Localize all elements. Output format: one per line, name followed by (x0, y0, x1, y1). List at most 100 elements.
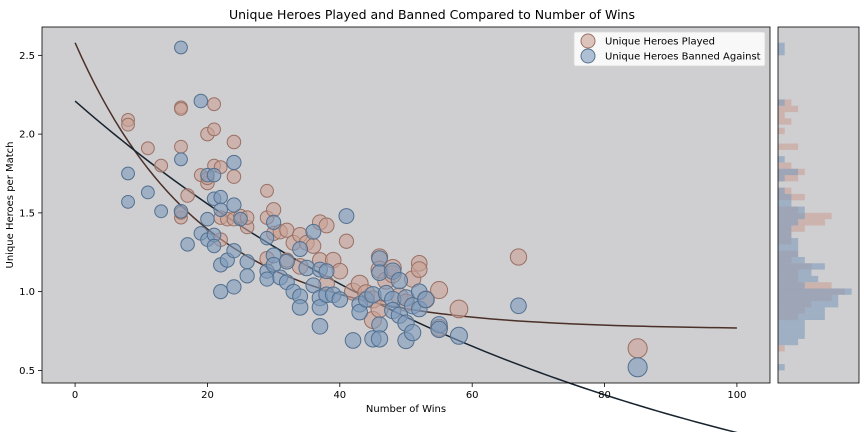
point-banned (259, 230, 275, 246)
point-banned (206, 238, 222, 254)
hist-bar-banned (778, 175, 785, 182)
hist-bar-banned (778, 288, 852, 295)
hist-bar-banned (778, 313, 825, 320)
point-banned (305, 223, 322, 240)
point-played (449, 299, 469, 319)
point-played (338, 233, 355, 249)
point-banned (278, 253, 295, 270)
hist-bar-banned (778, 364, 785, 371)
x-axis-label: Number of Wins (366, 404, 446, 415)
hist-bar-banned (778, 250, 799, 257)
point-banned (193, 93, 209, 109)
point-banned (213, 202, 228, 217)
hist-bar-played (778, 118, 792, 125)
point-played (627, 338, 648, 359)
point-banned (292, 241, 309, 258)
hist-bar-banned (778, 156, 785, 163)
hist-bar-played (778, 282, 832, 289)
legend-label-played: Unique Heroes Played (605, 37, 715, 48)
point-banned (510, 297, 527, 315)
point-banned (403, 323, 422, 342)
point-played (121, 117, 135, 132)
point-played (207, 97, 221, 112)
hist-bar-played (778, 105, 799, 113)
y-tick-label: 1.5 (19, 208, 35, 219)
main-scatter-axes: 0 20 40 60 80 100 0.5 1.0 1.5 2.0 2.5 Number of W… (5, 26, 771, 432)
point-banned (311, 317, 329, 335)
point-banned (226, 279, 242, 295)
point-played (180, 188, 195, 203)
point-played (154, 158, 169, 173)
point-banned (121, 166, 135, 181)
point-banned (259, 271, 275, 287)
point-banned (180, 237, 195, 252)
point-banned (449, 326, 468, 345)
hist-bar-banned (778, 338, 799, 346)
hist-bar-banned (778, 49, 785, 56)
hist-bar-banned (778, 282, 805, 289)
point-banned (291, 299, 309, 316)
hist-bar-banned (778, 231, 792, 239)
point-played (226, 169, 242, 184)
point-played (174, 139, 188, 154)
legend-marker-banned (580, 48, 596, 64)
hist-bar-banned (778, 238, 799, 245)
x-tick-label: 0 (72, 390, 78, 401)
marginal-histogram-axes (777, 26, 860, 384)
y-tick-label: 2.0 (19, 130, 35, 141)
hist-bar-banned (778, 42, 785, 50)
hist-bar-banned (778, 307, 825, 314)
point-banned (305, 277, 322, 294)
hist-bar-played (778, 143, 799, 150)
point-played (305, 238, 322, 254)
point-banned (627, 357, 648, 378)
point-played (318, 217, 335, 234)
hist-bar-banned (778, 200, 792, 207)
point-banned (200, 211, 215, 227)
hist-bar-banned (778, 206, 805, 213)
point-banned (121, 194, 135, 209)
hist-bar-banned (778, 275, 819, 283)
hist-bar-banned (778, 256, 805, 264)
point-banned (318, 263, 335, 280)
hist-bar-banned (778, 332, 805, 339)
x-tick-label: 100 (727, 390, 746, 401)
point-banned (239, 254, 255, 270)
plot-area-frame (41, 26, 771, 384)
hist-bar-banned (778, 219, 799, 226)
point-banned (390, 271, 409, 290)
hist-bar-banned (778, 168, 799, 176)
point-banned (371, 250, 388, 267)
hist-bar-played (778, 127, 785, 135)
point-banned (266, 214, 282, 230)
hist-bar-banned (778, 269, 812, 276)
point-banned (140, 185, 155, 200)
point-banned (338, 208, 355, 224)
histogram-frame (777, 26, 860, 384)
legend-box (573, 31, 766, 67)
point-banned (344, 332, 362, 349)
point-played (430, 281, 449, 300)
hist-bar-played (778, 162, 792, 169)
hist-bar-played (778, 175, 799, 182)
scatter-points (121, 40, 648, 378)
point-banned (174, 152, 188, 167)
legend: Unique Heroes Played Unique Heroes Banne… (573, 31, 766, 67)
hist-bar-banned (778, 225, 792, 232)
x-tick-label: 20 (201, 390, 214, 401)
hist-bar-banned (778, 319, 805, 327)
point-banned (233, 211, 248, 227)
point-banned (173, 204, 189, 219)
point-played (174, 102, 188, 116)
point-played (410, 261, 428, 278)
hist-bar-banned (778, 294, 839, 302)
point-banned (226, 197, 242, 213)
y-tick-label: 1.0 (19, 287, 35, 298)
hist-bar-banned (778, 301, 839, 308)
x-tick-label: 80 (598, 390, 611, 401)
point-banned (174, 40, 188, 55)
point-banned (370, 330, 389, 348)
point-played (260, 183, 274, 198)
point-played (226, 134, 242, 150)
